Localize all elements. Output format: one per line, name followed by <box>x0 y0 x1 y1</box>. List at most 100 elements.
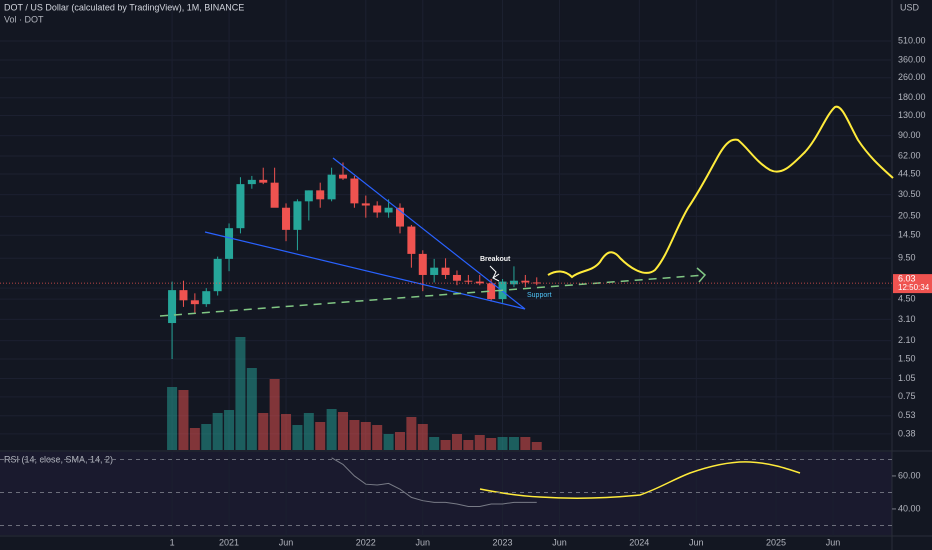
trendline <box>204 231 526 310</box>
candle-body <box>430 267 439 275</box>
trendline <box>332 157 526 310</box>
y-tick-label: 510.00 <box>898 35 926 45</box>
candle-body <box>452 274 461 281</box>
candle-body <box>475 281 484 284</box>
volume-bar <box>303 413 314 450</box>
price-tag <box>893 274 932 294</box>
volume-bar <box>246 368 257 450</box>
y-tick-label: 30.50 <box>898 189 921 199</box>
candle-body <box>361 203 370 206</box>
volume-bar <box>531 442 542 450</box>
candle-body <box>418 253 427 275</box>
volume-bar <box>486 438 497 450</box>
x-tick-label: Jun <box>416 537 431 547</box>
price-tag-label: 6.03 <box>898 273 916 283</box>
volume-bar <box>463 440 474 450</box>
y-tick-label: 1.05 <box>898 373 916 383</box>
candle-body <box>487 283 496 300</box>
x-tick-label: 2024 <box>629 537 649 547</box>
y-tick-label: 2.10 <box>898 335 916 345</box>
volume-bar <box>281 414 292 450</box>
candle-body <box>293 201 302 230</box>
volume-bar <box>201 424 212 450</box>
candle-body <box>259 179 268 183</box>
volume-bar <box>417 424 428 450</box>
volume-bar <box>520 437 531 450</box>
volume-bar <box>372 425 383 450</box>
projection <box>547 105 894 279</box>
volume-label: Vol · DOT <box>4 14 44 24</box>
candle-body <box>350 178 359 204</box>
x-tick-label: Jun <box>689 537 704 547</box>
candle-body <box>270 182 279 208</box>
candle-body <box>168 290 177 324</box>
y-tick-label: 0.75 <box>898 391 916 401</box>
y-tick-label: 62.00 <box>898 150 921 160</box>
candle-body <box>395 207 404 227</box>
countdown: 12:50:34 <box>898 283 930 292</box>
rsi-tick-label: 60.00 <box>898 470 921 480</box>
volume-bar <box>429 437 440 450</box>
volume-bar <box>451 434 462 450</box>
volume-bar <box>292 425 303 450</box>
y-tick-label: 20.50 <box>898 211 921 221</box>
x-tick-label: 2023 <box>493 537 513 547</box>
volume-bar <box>315 422 326 450</box>
volume-bar <box>235 337 246 450</box>
candle-body <box>373 205 382 213</box>
x-tick-label: 2022 <box>356 537 376 547</box>
unit-label: USD <box>900 2 920 12</box>
volume-bar <box>360 422 371 450</box>
candle-body <box>327 174 336 200</box>
rsi-pane <box>0 452 892 535</box>
candle-body <box>282 207 291 230</box>
volume-bar <box>167 387 178 450</box>
y-tick-label: 44.50 <box>898 168 921 178</box>
y-tick-label: 4.50 <box>898 293 916 303</box>
x-tick-label: Jun <box>279 537 294 547</box>
candle-body <box>202 291 211 305</box>
candle-body <box>521 280 530 283</box>
candle-body <box>532 282 541 284</box>
x-tick-label: 2021 <box>219 537 239 547</box>
volume-bar <box>394 432 405 450</box>
annotation: Support <box>527 292 552 299</box>
volume-bar <box>508 437 519 450</box>
volume-bar <box>474 435 485 450</box>
volume-bar <box>383 434 394 450</box>
rsi-projection <box>479 461 801 500</box>
y-tick-label: 3.10 <box>898 314 916 324</box>
volume-bar <box>406 417 417 450</box>
volume-bar <box>497 437 508 450</box>
volume-bar <box>349 420 360 450</box>
candle-body <box>236 184 245 229</box>
candle-body <box>384 207 393 213</box>
candle-body <box>247 179 256 185</box>
rsi-tick-label: 40.00 <box>898 503 921 513</box>
support-line <box>159 274 706 317</box>
volume-bar <box>338 412 349 450</box>
arrow-head <box>696 267 707 283</box>
candle-body <box>179 290 188 301</box>
candle-body <box>509 280 518 285</box>
rsi-line <box>331 457 537 507</box>
annotation: Breakout <box>480 256 511 263</box>
candle-body <box>190 300 199 305</box>
candle-body <box>316 190 325 200</box>
candle-body <box>441 267 450 275</box>
x-tick-label: 1 <box>170 537 175 547</box>
candle-body <box>339 174 348 179</box>
y-tick-label: 0.38 <box>898 428 916 438</box>
candle-body <box>464 280 473 282</box>
volume-bar <box>440 440 451 450</box>
volume-bar <box>258 413 269 450</box>
y-tick-label: 130.00 <box>898 110 926 120</box>
volume-bar <box>189 428 200 450</box>
y-tick-label: 14.50 <box>898 230 921 240</box>
x-tick-label: 2025 <box>766 537 786 547</box>
volume-bar <box>178 390 189 450</box>
candle-body <box>407 226 416 254</box>
candle-body <box>213 258 222 292</box>
marks <box>167 162 542 450</box>
